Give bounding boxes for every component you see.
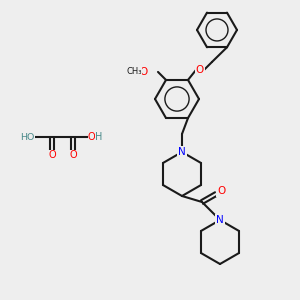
Text: CH₃: CH₃ (126, 68, 142, 76)
Text: O: O (217, 186, 225, 196)
Text: O: O (69, 150, 77, 160)
Text: H: H (95, 132, 102, 142)
Text: N: N (216, 215, 224, 225)
Text: O: O (88, 132, 96, 142)
Text: N: N (178, 147, 186, 157)
Text: O: O (140, 67, 148, 77)
Text: O: O (48, 150, 56, 160)
Text: O: O (196, 65, 204, 75)
Text: HO: HO (20, 133, 34, 142)
Text: H: H (94, 133, 101, 142)
